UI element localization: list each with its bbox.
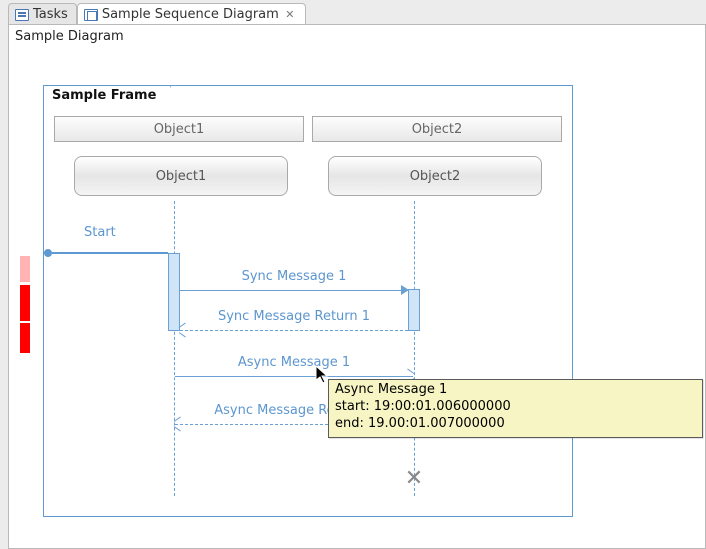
tasks-icon [15, 9, 29, 21]
tooltip-title: Async Message 1 [335, 382, 696, 399]
message-sync1[interactable]: Sync Message 1 [180, 283, 408, 297]
lifeline-obj2 [414, 201, 415, 496]
arrow-right-icon [401, 285, 409, 295]
start-label: Start [84, 225, 116, 240]
start-edge [52, 252, 168, 254]
close-tab-button[interactable]: ✕ [283, 8, 297, 22]
diagram-canvas[interactable]: Start Sync Message 1 Sync Message Return… [44, 201, 572, 516]
object-obj1[interactable]: Object1 [74, 156, 288, 196]
tab-tasks-label: Tasks [33, 7, 68, 22]
tooltip-start: start: 19:00:01.006000000 [335, 399, 696, 416]
message-label: Async Message 1 [175, 355, 413, 370]
column-header-obj2[interactable]: Object2 [312, 116, 562, 142]
column-header-obj1[interactable]: Object1 [54, 116, 304, 142]
tooltip-end: end: 19.00:01.007000000 [335, 416, 696, 433]
message-label: Sync Message Return 1 [180, 309, 408, 324]
object-obj2[interactable]: Object2 [328, 156, 542, 196]
start-node[interactable] [44, 249, 52, 257]
destroy-icon[interactable]: ✕ [404, 469, 424, 489]
sequence-frame[interactable]: Sample Frame Object1 Object2 Object1 Obj… [43, 85, 573, 517]
tab-sequence-diagram[interactable]: Sample Sequence Diagram ✕ [77, 3, 306, 24]
message-line [175, 376, 413, 377]
arrow-left-icon [179, 324, 187, 336]
arrow-left-icon [174, 418, 182, 430]
hover-tooltip: Async Message 1 start: 19:00:01.00600000… [328, 379, 703, 438]
tab-tasks[interactable]: Tasks [8, 3, 77, 24]
message-line [180, 330, 408, 331]
sequence-diagram-icon [84, 9, 98, 21]
activation-obj2[interactable] [408, 289, 420, 331]
diagram-title: Sample Diagram [9, 25, 705, 48]
frame-label: Sample Frame [43, 85, 171, 107]
column-headers: Object1 Object2 [54, 116, 562, 142]
cursor-icon [315, 365, 331, 385]
gutter-marker [20, 285, 30, 321]
object-row: Object1 Object2 [74, 156, 542, 196]
message-sync1-return[interactable]: Sync Message Return 1 [180, 323, 408, 337]
activation-obj1[interactable] [168, 253, 180, 331]
message-line [180, 290, 408, 291]
tab-active-label: Sample Sequence Diagram [102, 7, 279, 22]
gutter-marker [20, 323, 30, 353]
gutter-marker [20, 256, 30, 282]
editor-tabstrip: Tasks Sample Sequence Diagram ✕ [8, 0, 306, 24]
lifeline-obj1 [174, 201, 175, 496]
editor-content: Sample Diagram Sample Frame Object1 Obje… [8, 24, 706, 549]
message-label: Sync Message 1 [180, 269, 408, 284]
